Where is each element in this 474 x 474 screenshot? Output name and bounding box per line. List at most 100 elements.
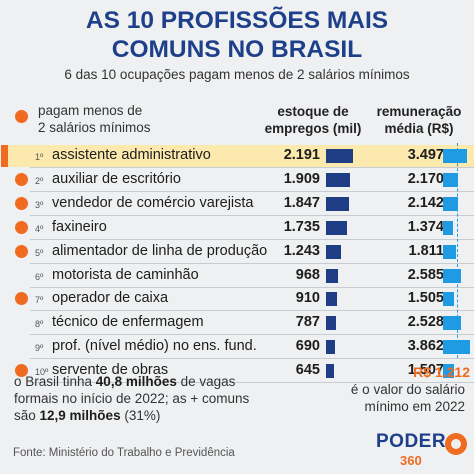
row-divider <box>30 382 474 384</box>
row-stock-value: 645 <box>295 362 320 379</box>
table-row: 7º operador de caixa 910 1.505 <box>0 288 474 312</box>
stock-bar <box>326 244 341 259</box>
row-stock-value: 910 <box>295 290 320 307</box>
stock-bar <box>326 268 338 283</box>
row-divider <box>30 334 474 336</box>
table-row: 8º técnico de enfermagem 787 2.528 <box>0 312 474 336</box>
logo-circle-icon <box>445 433 467 455</box>
pay-bar <box>443 244 456 259</box>
pay-bar <box>443 149 467 163</box>
stock-bar <box>326 292 337 307</box>
footnote-text-a: o Brasil tinha <box>14 374 96 389</box>
below-two-min-wages-dot-icon <box>15 172 28 186</box>
below-two-min-wages-dot-icon <box>15 220 28 234</box>
row-rank: 7º <box>35 295 44 306</box>
footnote-top-jobs: 12,9 milhões <box>39 408 121 423</box>
row-divider <box>30 310 474 312</box>
table-row: 9º prof. (nível médio) no ens. fund. 690 3.… <box>0 336 474 360</box>
row-pay-value: 2.585 <box>407 266 444 283</box>
row-rank: 2º <box>35 175 44 186</box>
row-occupation-name: técnico de enfermagem <box>52 314 204 331</box>
row-stock-value: 968 <box>295 266 320 283</box>
pay-bar <box>443 340 470 355</box>
row-rank: 9º <box>35 343 44 354</box>
footnote-text-c: de vagas <box>176 374 236 389</box>
row-pay-value: 3.497 <box>407 147 444 163</box>
row-rank: 4º <box>35 223 44 234</box>
row-rank: 10º <box>35 367 49 378</box>
pay-bar <box>443 292 454 307</box>
row-pay-value: 1.505 <box>407 290 444 307</box>
row-pay-value: 1.811 <box>408 242 445 259</box>
row-stock-value: 2.191 <box>283 147 320 163</box>
chart-title-line-2: COMUNS NO BRASIL <box>111 36 363 63</box>
column-header-stock-line-2: empregos (mil) <box>264 121 362 136</box>
below-two-min-wages-dot-icon <box>15 292 28 306</box>
table-row: 4º faxineiro 1.735 1.374 <box>0 217 474 240</box>
minimum-wage-note-line-2: mínimo em 2022 <box>364 399 465 414</box>
row-occupation-name: alimentador de linha de produção <box>52 242 268 259</box>
row-divider <box>30 238 474 240</box>
poder360-logo: PODER 360 <box>376 431 471 471</box>
pay-bar <box>443 316 461 331</box>
row-pay-value: 2.142 <box>407 194 444 211</box>
stock-bar <box>326 172 350 187</box>
pay-bar <box>443 220 453 235</box>
below-two-min-wages-dot-icon <box>15 196 28 210</box>
stock-bar <box>326 220 347 235</box>
footnote-text-d: formais no início de 2022; as + comuns <box>14 391 250 406</box>
row-divider <box>30 286 474 288</box>
minimum-wage-note: é o valor do salário mínimo em 2022 <box>300 381 465 415</box>
row-occupation-name: auxiliar de escritório <box>52 170 181 187</box>
logo-word: PODER <box>376 431 447 452</box>
row-stock-value: 787 <box>295 314 320 331</box>
row-rank: 8º <box>35 319 44 330</box>
row-pay-value: 2.528 <box>407 314 444 331</box>
pay-bar <box>443 196 458 211</box>
highlight-background <box>8 145 474 167</box>
legend-label-line-2: 2 salários mínimos <box>38 120 151 135</box>
footnote-text-e: são <box>14 408 40 423</box>
row-occupation-name: prof. (nível médio) no ens. fund. <box>52 338 257 355</box>
row-pay-value: 1.374 <box>407 218 444 235</box>
row-occupation-name: servente de obras <box>52 362 169 379</box>
footnote-total-jobs: 40,8 milhões <box>95 374 177 389</box>
table-row: 5º alimentador de linha de produção 1.243 1… <box>0 241 474 264</box>
minimum-wage-reference-line <box>457 143 458 358</box>
table-row: 6º motorista de caminhão 968 2.585 <box>0 265 474 288</box>
column-header-pay-line-1: remuneração <box>376 104 462 119</box>
below-two-min-wages-dot-icon <box>15 364 28 378</box>
row-pay-value: 3.862 <box>407 338 444 355</box>
row-rank: 3º <box>35 199 44 210</box>
stock-bar <box>326 196 349 211</box>
column-header-pay: remuneração média (R$) <box>364 103 474 137</box>
stock-bar <box>326 340 335 355</box>
footnote-text-g: (31%) <box>120 408 161 423</box>
below-two-min-wages-dot-icon <box>15 244 28 258</box>
legend-dot-icon <box>15 110 28 123</box>
row-occupation-name: faxineiro <box>52 218 107 235</box>
table-row: 3º vendedor de comércio varejista 1.847 2.1… <box>0 193 474 216</box>
column-header-stock: estoque de empregos (mil) <box>258 103 368 137</box>
pay-bar <box>443 364 454 379</box>
column-header-stock-line-1: estoque de <box>277 104 349 119</box>
footnote-jobs: o Brasil tinha 40,8 milhões de vagas for… <box>14 373 249 424</box>
pay-bar <box>443 268 461 283</box>
table-row: 2º auxiliar de escritório 1.909 2.170 <box>0 169 474 192</box>
row-stock-value: 1.847 <box>283 194 320 211</box>
row-occupation-name: motorista de caminhão <box>52 266 199 283</box>
row-occupation-name: vendedor de comércio varejista <box>52 194 254 211</box>
table-row: 1º assistente administrativo 2.191 3.497 <box>0 145 474 168</box>
row-divider <box>30 167 474 168</box>
row-stock-value: 690 <box>295 338 320 355</box>
row-occupation-name: operador de caixa <box>52 290 169 307</box>
logo-sub: 360 <box>400 453 422 468</box>
row-divider <box>30 190 474 192</box>
legend-label: pagam menos de 2 salários mínimos <box>38 102 151 136</box>
table-row: 10º servente de obras 645 1.507 <box>0 360 474 384</box>
row-pay-value: 1.507 <box>407 362 444 379</box>
chart-subtitle: 6 das 10 ocupações pagam menos de 2 salá… <box>64 67 410 82</box>
legend-label-line-1: pagam menos de <box>38 103 143 118</box>
minimum-wage-note-line-1: é o valor do salário <box>350 382 465 397</box>
row-rank: 1º <box>35 152 44 162</box>
